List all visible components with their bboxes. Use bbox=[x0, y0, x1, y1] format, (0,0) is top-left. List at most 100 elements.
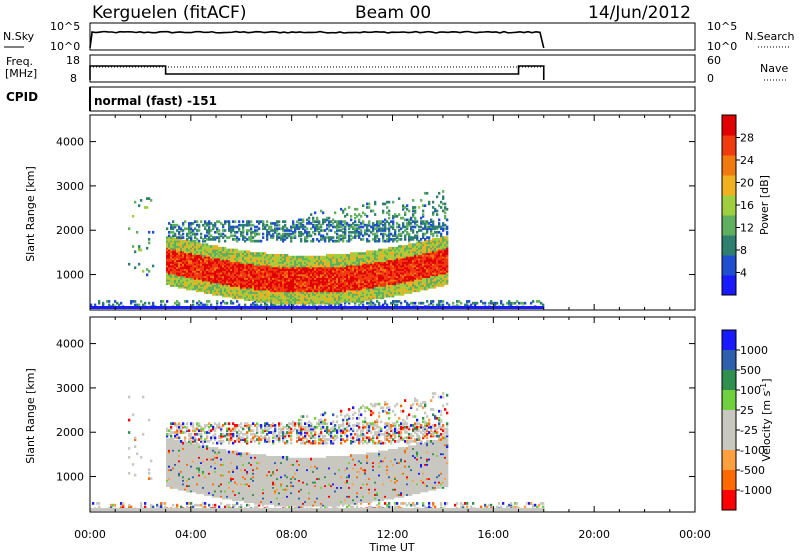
heatmap-cell bbox=[348, 261, 351, 264]
heatmap-cell bbox=[230, 275, 233, 278]
heatmap-cell bbox=[280, 269, 283, 273]
heatmap-cell bbox=[262, 266, 265, 270]
heatmap-cell bbox=[428, 239, 431, 243]
heatmap-cell bbox=[412, 266, 415, 270]
heatmap-cell bbox=[410, 268, 413, 271]
heatmap-cell bbox=[392, 246, 395, 250]
heatmap-cell bbox=[278, 273, 281, 277]
heatmap-cell bbox=[342, 273, 345, 277]
heatmap-cell bbox=[202, 284, 205, 287]
heatmap-cell bbox=[426, 269, 429, 273]
heatmap-cell bbox=[290, 238, 293, 241]
heatmap-cell bbox=[288, 273, 291, 277]
heatmap-cell bbox=[374, 294, 377, 298]
heatmap-cell bbox=[224, 291, 227, 294]
heatmap-cell bbox=[234, 253, 237, 257]
heatmap-cell bbox=[232, 273, 235, 277]
heatmap-cell bbox=[384, 269, 387, 273]
heatmap-cell bbox=[318, 291, 321, 294]
heatmap-cell bbox=[422, 234, 425, 238]
heatmap-cell bbox=[326, 278, 329, 282]
heatmap-cell bbox=[414, 280, 417, 284]
heatmap-cell bbox=[302, 278, 305, 282]
heatmap-cell bbox=[266, 269, 269, 273]
heatmap-cell bbox=[436, 255, 439, 259]
heatmap-cell bbox=[274, 296, 277, 300]
heatmap-cell bbox=[376, 275, 379, 278]
heatmap-cell bbox=[324, 271, 327, 275]
heatmap-cell bbox=[216, 300, 219, 303]
heatmap-cell bbox=[350, 294, 353, 298]
freq-panel: Freq. [MHz] 18 8 60 0 Nave bbox=[5, 54, 788, 85]
heatmap-cell bbox=[262, 259, 265, 262]
heatmap-cell bbox=[208, 222, 211, 225]
heatmap-cell bbox=[414, 277, 417, 280]
heatmap-cell bbox=[272, 257, 275, 261]
heatmap-cell bbox=[182, 285, 185, 289]
heatmap-cell bbox=[284, 253, 287, 257]
heatmap-cell bbox=[342, 271, 345, 275]
heatmap-cell bbox=[278, 289, 281, 293]
heatmap-cell bbox=[290, 268, 293, 271]
heatmap-cell bbox=[172, 264, 175, 268]
heatmap-cell bbox=[244, 268, 247, 271]
heatmap-cell bbox=[304, 262, 307, 266]
heatmap-cell bbox=[430, 239, 433, 243]
heatmap-cell bbox=[198, 262, 201, 266]
heatmap-cell bbox=[408, 289, 411, 293]
heatmap-cell bbox=[418, 257, 421, 261]
heatmap-cell bbox=[152, 301, 155, 305]
heatmap-cell bbox=[268, 253, 271, 257]
heatmap-cell bbox=[256, 278, 259, 282]
heatmap-cell bbox=[330, 300, 333, 303]
heatmap-cell bbox=[330, 298, 333, 301]
heatmap-cell bbox=[212, 282, 215, 286]
heatmap-cell bbox=[254, 278, 257, 282]
heatmap-cell bbox=[222, 264, 225, 268]
heatmap-cell bbox=[286, 269, 289, 273]
heatmap-cell bbox=[340, 284, 343, 287]
heatmap-cell bbox=[422, 220, 425, 223]
heatmap-cell bbox=[432, 241, 435, 245]
heatmap-cell bbox=[242, 227, 245, 231]
heatmap-cell bbox=[166, 278, 169, 282]
heatmap-cell bbox=[296, 284, 299, 287]
heatmap-cell bbox=[432, 264, 435, 268]
heatmap-cell bbox=[248, 252, 251, 255]
heatmap-cell bbox=[426, 282, 429, 286]
heatmap-cell bbox=[390, 301, 393, 305]
heatmap-cell bbox=[276, 298, 279, 301]
heatmap-cell bbox=[234, 234, 237, 238]
heatmap-cell bbox=[314, 301, 317, 305]
heatmap-cell bbox=[360, 264, 363, 268]
heatmap-cell bbox=[406, 275, 409, 278]
heatmap-cell bbox=[210, 287, 213, 291]
heatmap-cell bbox=[350, 275, 353, 278]
heatmap-cell bbox=[324, 277, 327, 280]
heatmap-cell bbox=[334, 285, 337, 289]
heatmap-cell bbox=[198, 229, 201, 232]
heatmap-cell bbox=[428, 255, 431, 259]
heatmap-cell bbox=[216, 275, 219, 278]
heatmap-cell bbox=[414, 289, 417, 293]
heatmap-cell bbox=[174, 238, 177, 241]
heatmap-cell bbox=[382, 294, 385, 298]
heatmap-cell bbox=[184, 253, 187, 257]
heatmap-cell bbox=[186, 280, 189, 284]
heatmap-cell bbox=[404, 262, 407, 266]
heatmap-cell bbox=[418, 277, 421, 280]
heatmap-cell bbox=[276, 300, 279, 303]
heatmap-cell bbox=[300, 280, 303, 284]
heatmap-cell bbox=[208, 289, 211, 293]
heatmap-cell bbox=[302, 257, 305, 261]
heatmap-cell bbox=[346, 223, 349, 227]
heatmap-cell bbox=[298, 284, 301, 287]
heatmap-cell bbox=[302, 220, 305, 223]
heatmap-cell bbox=[274, 269, 277, 273]
heatmap-cell bbox=[396, 248, 399, 252]
heatmap-cell bbox=[238, 268, 241, 271]
heatmap-cell bbox=[414, 262, 417, 266]
heatmap-cell bbox=[262, 220, 265, 223]
heatmap-cell bbox=[320, 236, 323, 239]
heatmap-cell bbox=[378, 222, 381, 225]
